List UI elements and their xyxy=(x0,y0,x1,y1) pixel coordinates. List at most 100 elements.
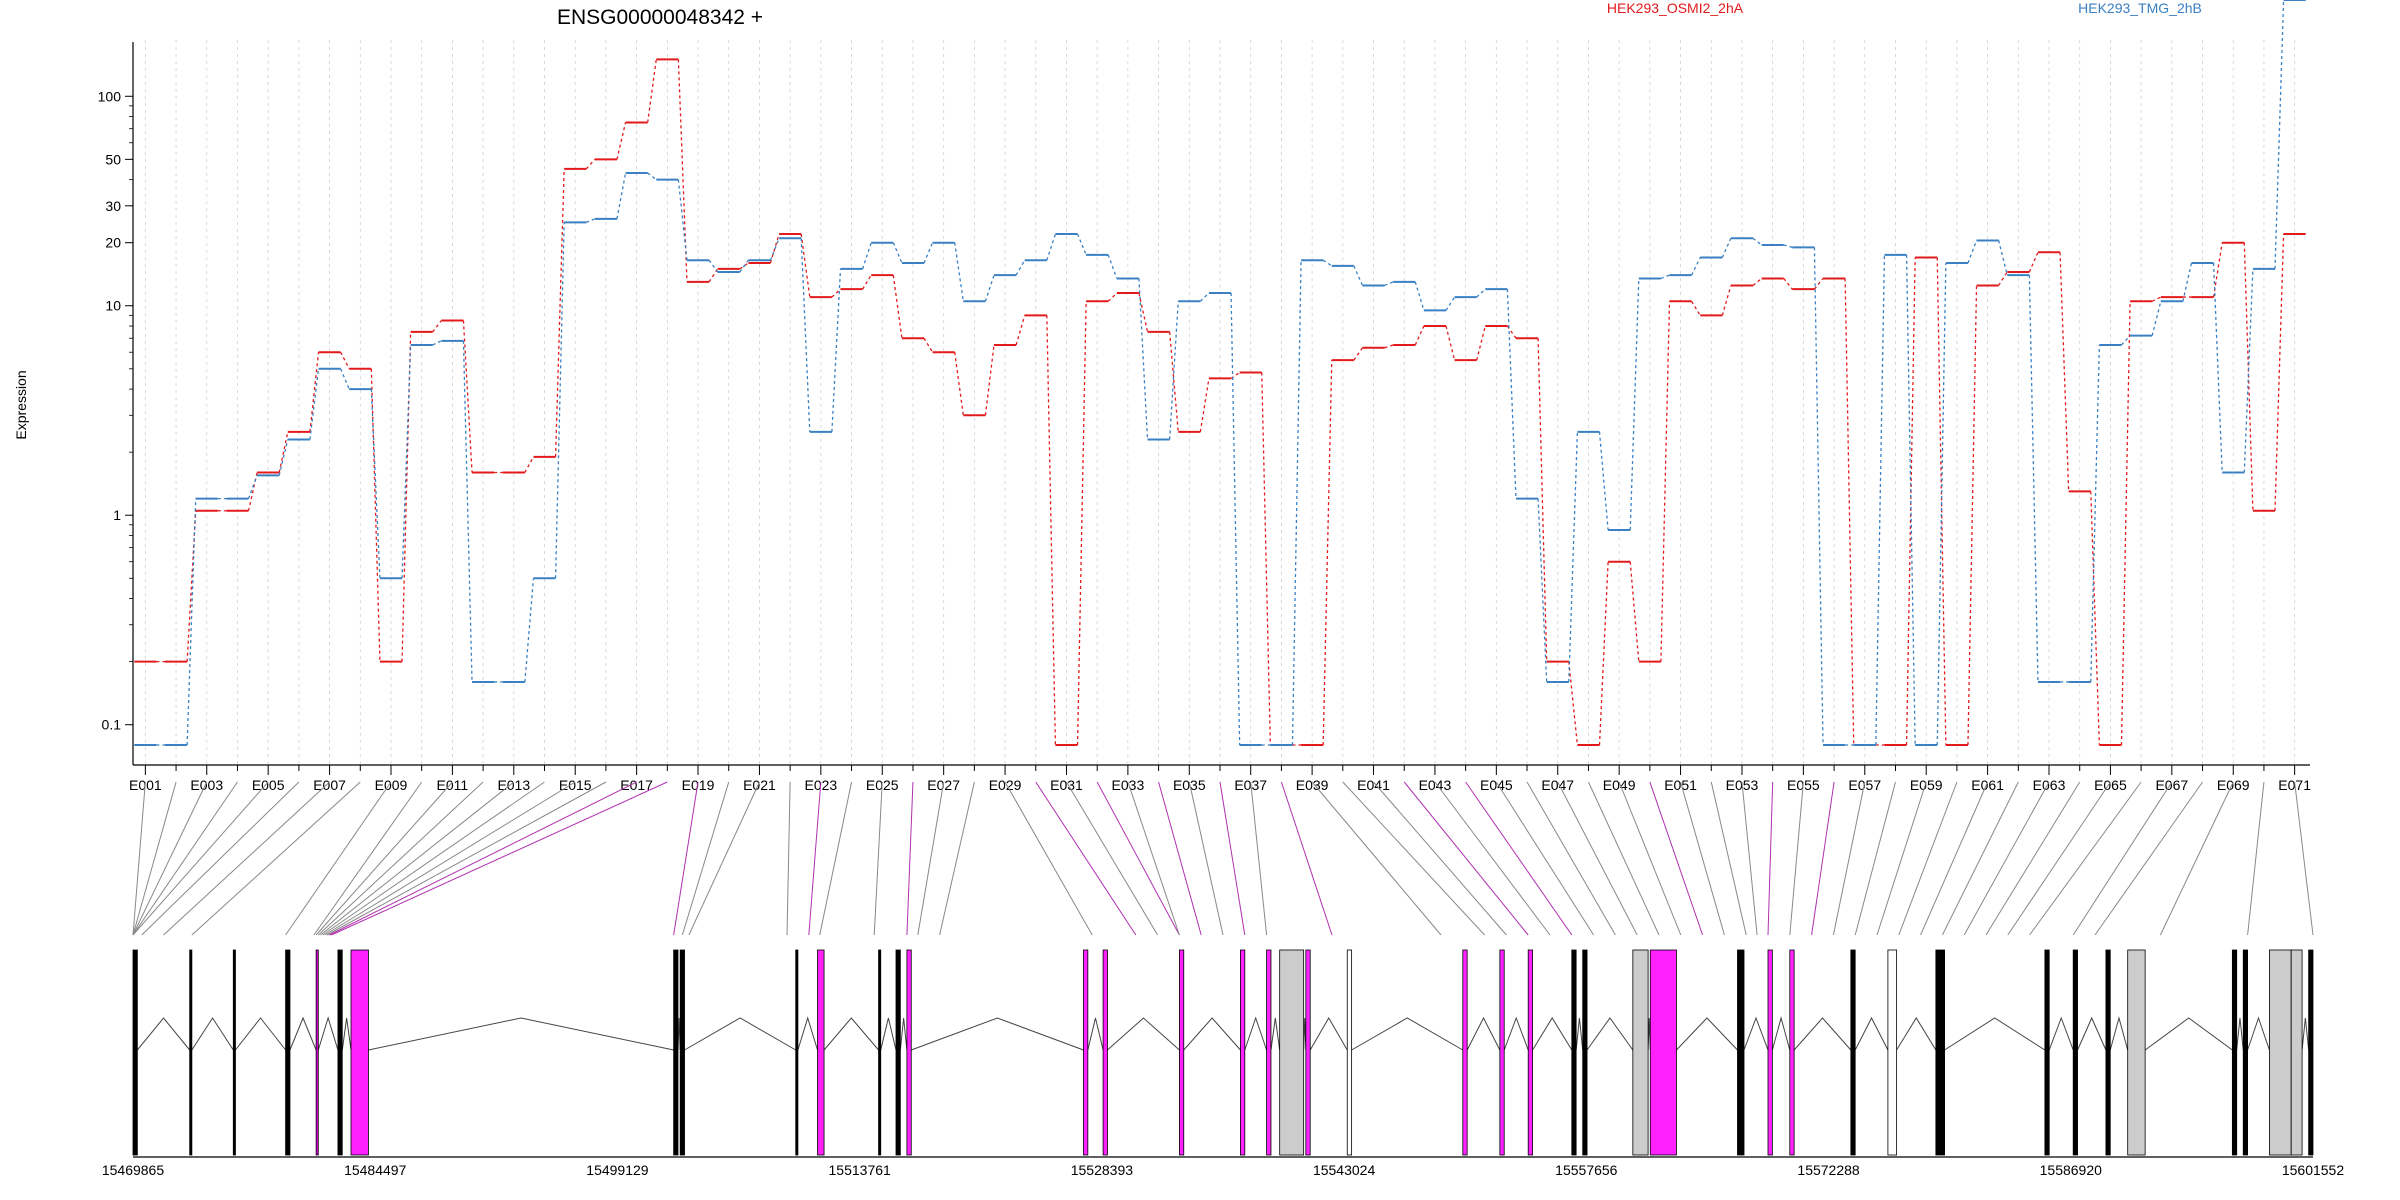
series-1-connector xyxy=(278,431,289,473)
exon-connector xyxy=(808,781,822,936)
exon-box xyxy=(350,949,369,1156)
genomic-tick-label: 15499129 xyxy=(586,1162,649,1178)
exon-connector xyxy=(1434,781,1551,936)
exon-box xyxy=(1266,949,1272,1156)
y-tick-label: 50 xyxy=(105,151,121,167)
series-2-connector xyxy=(1875,254,1886,746)
exon-connector xyxy=(163,781,330,936)
exon-box xyxy=(1935,949,1945,1156)
x-tick-label: E065 xyxy=(2094,777,2127,793)
exon-box xyxy=(895,949,901,1156)
intron xyxy=(368,1017,674,1051)
exon-box xyxy=(1179,949,1185,1156)
series-2-connector xyxy=(2120,335,2131,346)
x-tick-label: E069 xyxy=(2217,777,2250,793)
x-tick-label: E043 xyxy=(1419,777,1452,793)
exon-box xyxy=(673,949,679,1156)
series-1-connector xyxy=(800,233,811,298)
exon-connector xyxy=(1250,781,1268,936)
exon-connector xyxy=(1876,781,1927,936)
exon-box xyxy=(1737,949,1745,1156)
exon-connector xyxy=(1963,781,2050,936)
series-1-connector xyxy=(892,275,903,339)
exon-connector xyxy=(1373,781,1507,936)
intron xyxy=(191,1017,234,1051)
exon-connector xyxy=(1219,781,1246,936)
exon-box xyxy=(1083,949,1089,1156)
exon-connector xyxy=(313,781,423,936)
genomic-tick-label: 15543024 xyxy=(1313,1162,1376,1178)
series-1-connector xyxy=(247,472,258,511)
exon-connector xyxy=(1127,781,1180,936)
series-1-connector xyxy=(954,352,964,416)
exon-connector xyxy=(917,781,945,936)
series-1-connector xyxy=(1721,285,1732,316)
exon-connector xyxy=(2094,781,2203,936)
series-1-connector xyxy=(2151,296,2162,302)
series-1-connector xyxy=(1598,561,1609,746)
series-2-connector xyxy=(1783,244,1793,248)
intron xyxy=(136,1017,191,1051)
exon-connector xyxy=(2072,781,2173,936)
intron xyxy=(1087,1017,1104,1051)
series-1-connector xyxy=(2090,491,2101,746)
exon-connector xyxy=(1710,781,1747,936)
exon-box xyxy=(795,949,799,1156)
x-tick-label: E005 xyxy=(252,777,285,793)
exon-connector xyxy=(1311,781,1442,936)
intron xyxy=(2301,1017,2310,1051)
exon-connector xyxy=(906,781,914,936)
x-tick-label: E035 xyxy=(1173,777,1206,793)
series-1-connector xyxy=(1107,292,1118,302)
x-tick-label: E003 xyxy=(190,777,223,793)
series-2-connector xyxy=(309,368,320,440)
exon-connector xyxy=(786,781,791,936)
exon-box xyxy=(817,949,825,1156)
exon-connector xyxy=(2247,781,2265,936)
series-2-connector xyxy=(340,368,350,390)
exon-box xyxy=(1571,949,1577,1156)
intron xyxy=(1270,1017,1281,1051)
exon-box xyxy=(1649,949,1677,1156)
exon-connector xyxy=(1618,781,1682,936)
genomic-tick-label: 15557656 xyxy=(1555,1162,1618,1178)
exon-connector xyxy=(1342,781,1485,936)
exon-connector xyxy=(939,781,975,936)
genomic-tick-label: 15528393 xyxy=(1071,1162,1134,1178)
intron xyxy=(1896,1017,1937,1051)
exon-connector xyxy=(315,781,453,936)
series-1-connector xyxy=(1629,561,1640,662)
series-2-connector xyxy=(1905,254,1916,746)
series-2-connector xyxy=(647,172,657,181)
y-tick-label: 0.1 xyxy=(102,717,122,733)
series-2-connector xyxy=(1168,301,1179,440)
exon-connector xyxy=(2294,781,2314,936)
series-2-connector xyxy=(247,475,258,499)
exon-box xyxy=(1789,949,1795,1156)
legend-entry-2: HEK293_TMG_2hB xyxy=(2078,0,2202,16)
intron xyxy=(1944,1017,2046,1051)
series-2-connector xyxy=(954,242,964,302)
series-1-connector xyxy=(1414,325,1425,346)
series-2-connector xyxy=(524,578,535,682)
series-2-connector xyxy=(861,242,872,270)
series-2-connector xyxy=(2090,344,2101,682)
x-tick-label: E047 xyxy=(1541,777,1574,793)
exon-connector xyxy=(322,781,545,936)
intron xyxy=(1575,1017,1584,1051)
series-2-connector xyxy=(370,389,381,579)
series-2-connector xyxy=(892,242,903,264)
series-2-connector xyxy=(2028,275,2039,682)
series-1-connector xyxy=(2059,252,2070,492)
series-2-connector xyxy=(1076,233,1087,256)
series-1-connector xyxy=(1783,278,1793,290)
series-2-connector xyxy=(1046,233,1057,261)
x-tick-label: E031 xyxy=(1050,777,1083,793)
exon-connector xyxy=(132,781,238,936)
series-1-connector xyxy=(554,168,565,457)
intron xyxy=(289,1016,317,1051)
series-2-connector xyxy=(1291,260,1302,746)
exon-connector xyxy=(1403,781,1529,936)
series-1-connector xyxy=(1445,325,1456,361)
